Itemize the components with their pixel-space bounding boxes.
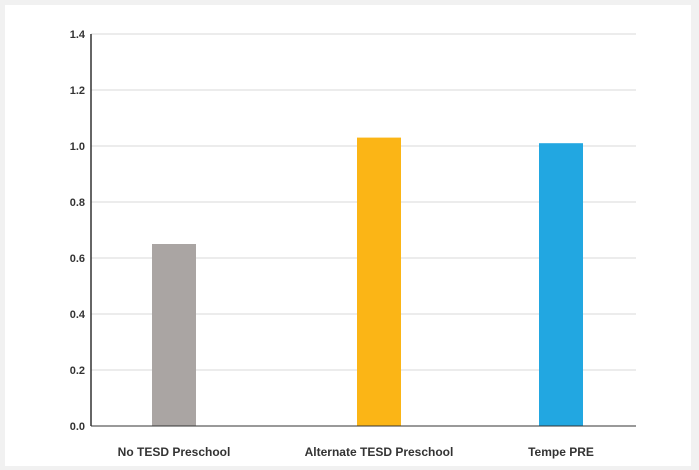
bars	[152, 137, 583, 426]
bar-no-tesd-preschool	[152, 244, 196, 426]
y-tick-label: 0.0	[70, 421, 85, 433]
y-tick-label: 0.4	[70, 309, 86, 321]
bar-alternate-tesd-preschool	[357, 137, 401, 426]
y-tick-label: 1.4	[70, 29, 86, 41]
y-tick-label: 1.2	[70, 85, 85, 97]
y-tick-label: 0.6	[70, 253, 85, 265]
category-label: Tempe PRE	[528, 445, 594, 459]
bar-tempe-pre	[539, 143, 583, 426]
category-labels: No TESD Preschool Alternate TESD Preschoo…	[118, 445, 594, 459]
y-tick-label: 0.8	[70, 197, 85, 209]
category-label: No TESD Preschool	[118, 445, 231, 459]
y-tick-labels: 0.0 0.2 0.4 0.6 0.8 1.0 1.2 1.4	[70, 29, 86, 433]
category-label: Alternate TESD Preschool	[305, 445, 454, 459]
y-tick-label: 0.2	[70, 365, 85, 377]
y-tick-label: 1.0	[70, 141, 85, 153]
